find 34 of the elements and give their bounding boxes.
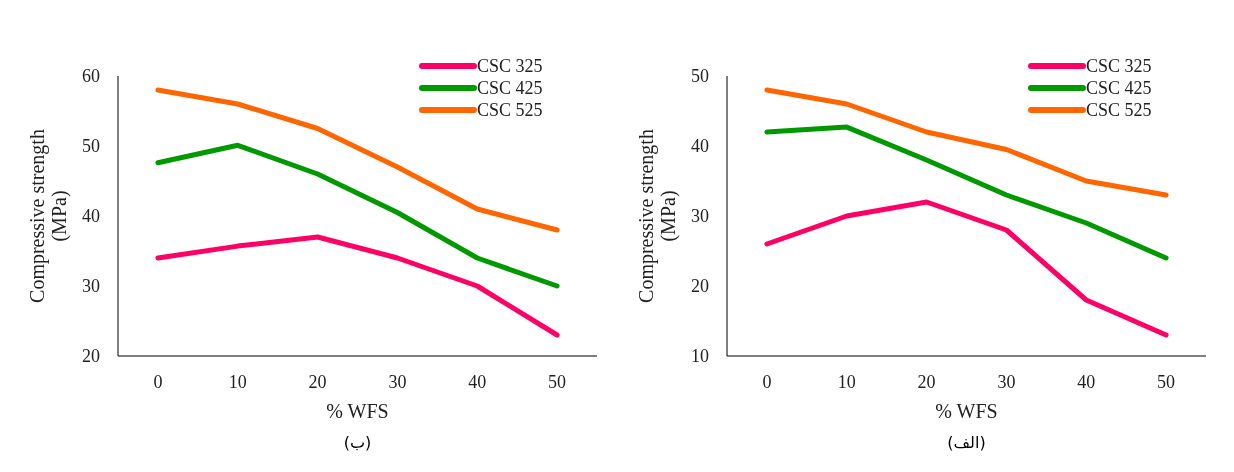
legend-label: CSC 425	[1086, 78, 1152, 99]
y-tick-label: 40	[82, 206, 100, 227]
legend-label: CSC 325	[477, 56, 543, 77]
x-tick-label: 50	[1157, 372, 1176, 392]
x-tick-label: 30	[388, 372, 407, 392]
legend-label: CSC 425	[477, 78, 543, 99]
legend-label: CSC 325	[1086, 56, 1152, 77]
y-tick-label: 20	[82, 346, 100, 367]
x-tick-label: 40	[468, 372, 487, 392]
text: (ب)	[343, 433, 372, 452]
y-tick-label: 50	[691, 66, 709, 87]
y-tick-label: 30	[691, 206, 709, 227]
x-tick-label: 10	[837, 372, 856, 392]
y-axis-title: Compressive strength (MPa)	[26, 129, 71, 303]
x-tick-label: 0	[762, 372, 772, 392]
y-tick-label: 30	[82, 276, 100, 297]
x-tick-label: 50	[548, 372, 567, 392]
x-axis-title: % WFS	[326, 400, 389, 422]
x-tick-label: 40	[1077, 372, 1096, 392]
x-tick-label: 0	[153, 372, 163, 392]
legend-label: CSC 525	[477, 100, 543, 121]
y-axis-title: Compressive strength (MPa)	[635, 129, 680, 303]
y-tick-label: 50	[82, 136, 100, 157]
y-tick-label: 40	[691, 136, 709, 157]
y-tick-label: 60	[82, 66, 100, 87]
x-tick-label: 30	[997, 372, 1016, 392]
text: (الف)	[947, 433, 986, 452]
x-tick-label: 20	[917, 372, 936, 392]
y-tick-label: 20	[691, 276, 709, 297]
legend-label: CSC 525	[1086, 100, 1152, 121]
x-tick-label: 10	[228, 372, 247, 392]
x-tick-label: 20	[308, 372, 327, 392]
y-tick-label: 10	[691, 346, 709, 367]
x-axis-title: % WFS	[935, 400, 998, 422]
